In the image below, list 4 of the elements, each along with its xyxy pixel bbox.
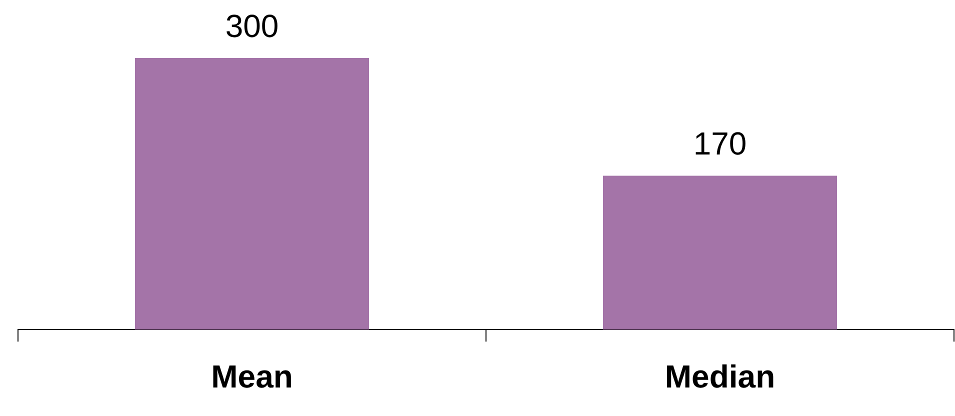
data-label: 300 <box>225 8 279 44</box>
x-tick-label: Mean <box>211 358 293 395</box>
data-label: 170 <box>693 126 747 162</box>
x-tick-label: Median <box>664 358 776 395</box>
